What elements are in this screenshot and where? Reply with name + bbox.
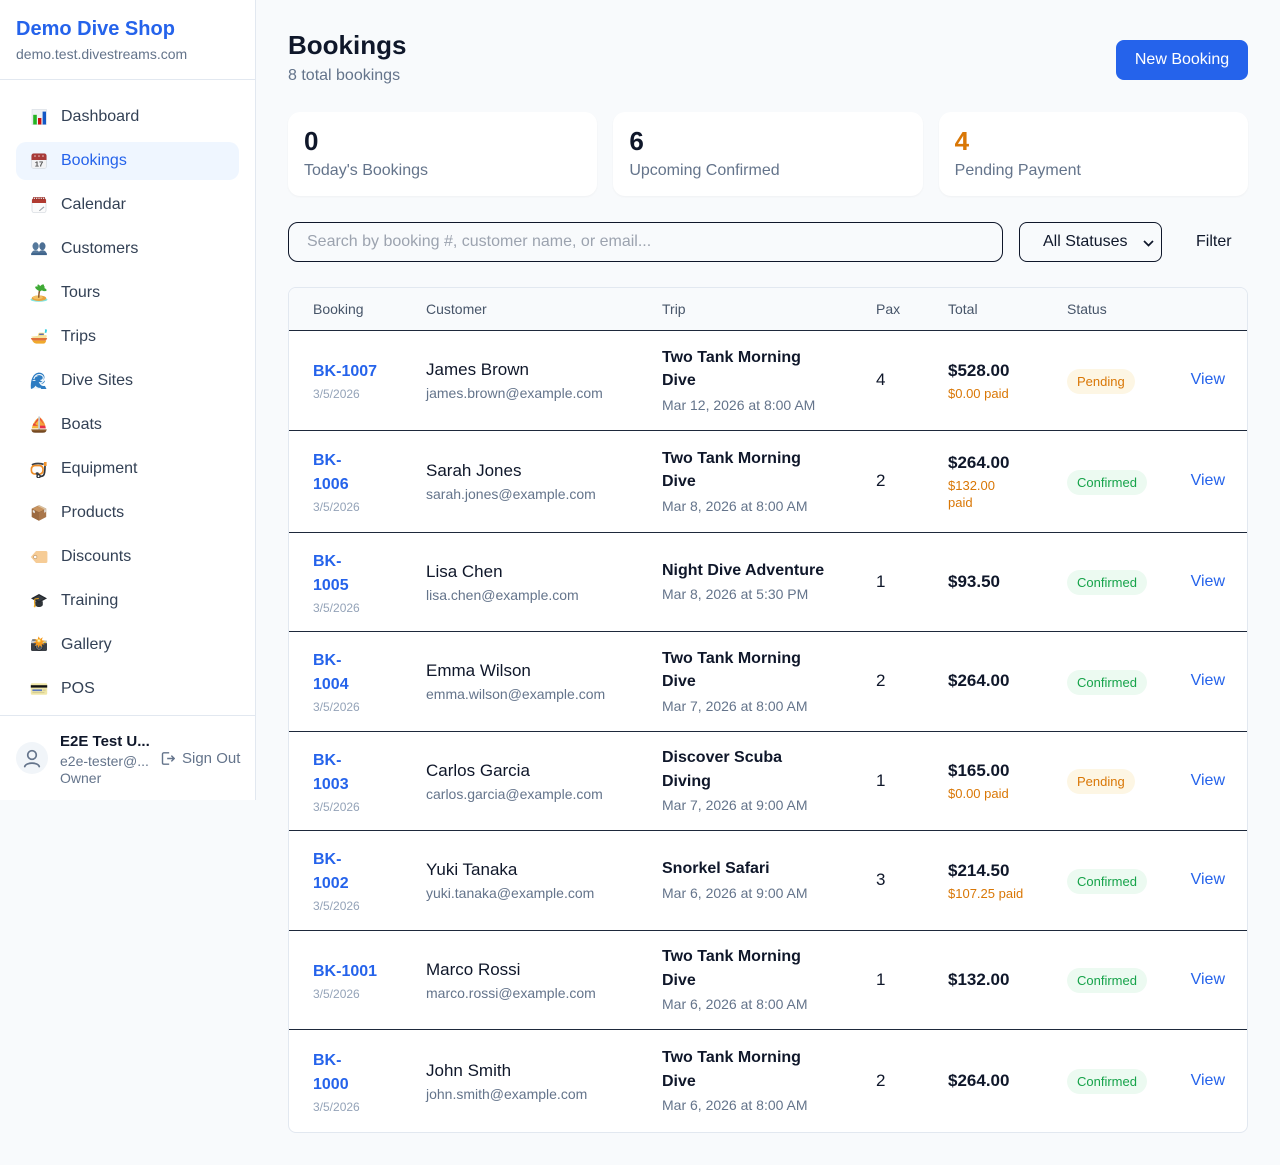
svg-text:17: 17 bbox=[35, 160, 43, 169]
